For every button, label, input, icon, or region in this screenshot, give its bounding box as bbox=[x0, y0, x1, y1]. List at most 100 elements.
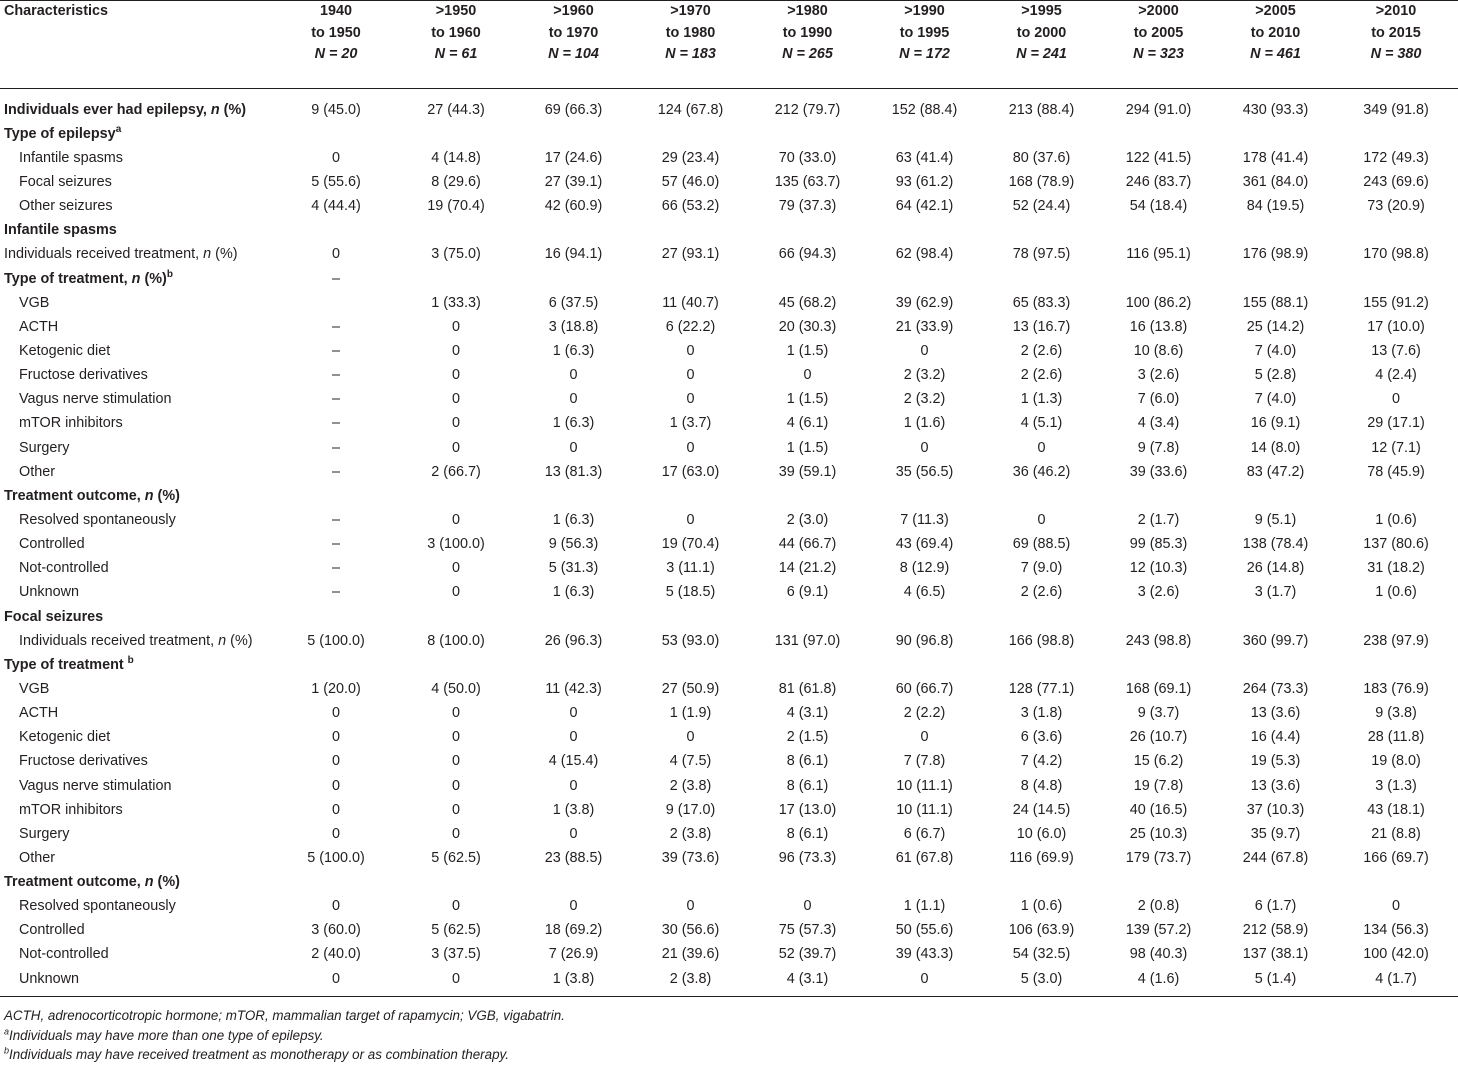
table-cell: 0 bbox=[1037, 511, 1046, 528]
table-cell: 83 (47.2) bbox=[1246, 463, 1305, 480]
row-label: Treatment outcome, n (%) bbox=[0, 870, 275, 894]
table-cell: 4 (15.4) bbox=[548, 753, 599, 770]
table-cell: 0 bbox=[686, 439, 695, 456]
table-cell bbox=[983, 604, 1100, 628]
table-row: Other – 2 (66.7) 13 (81.3) 17 (63.0) 39 (59.1… bbox=[0, 460, 1458, 484]
row-label-text: Type of treatment bbox=[4, 656, 128, 673]
table-cell: – bbox=[331, 415, 340, 432]
section-header-row: Type of treatment b bbox=[0, 653, 1458, 677]
table-cell: 0 bbox=[451, 825, 460, 842]
footnotes: ACTH, adrenocorticotropic hormone; mTOR,… bbox=[4, 1006, 565, 1065]
table-cell bbox=[866, 122, 983, 146]
table-cell: 98 (40.3) bbox=[1129, 946, 1188, 963]
table-cell: 19 (8.0) bbox=[1371, 753, 1421, 770]
table-cell: 7 (7.8) bbox=[903, 753, 946, 770]
table-cell: 16 (4.4) bbox=[1250, 729, 1301, 746]
table-row: Ketogenic diet – 0 1 (6.3) 0 1 (1.5) 0 2 (2.6) 1… bbox=[0, 339, 1458, 363]
table-cell: 84 (19.5) bbox=[1246, 198, 1305, 215]
table-cell: 0 bbox=[803, 898, 812, 915]
column-range-end: to 2015 bbox=[1371, 24, 1421, 41]
table-cell: 2 (2.6) bbox=[1020, 342, 1063, 359]
table-cell: 137 (80.6) bbox=[1363, 536, 1429, 553]
table-cell: 3 (100.0) bbox=[427, 536, 485, 553]
table-cell: 122 (41.5) bbox=[1125, 149, 1192, 166]
table-cell: 3 (75.0) bbox=[431, 246, 481, 263]
table-cell: 134 (56.3) bbox=[1363, 922, 1429, 939]
table-cell: 9 (5.1) bbox=[1254, 511, 1297, 528]
table-cell: 81 (61.8) bbox=[778, 680, 837, 697]
table-cell: 2 (2.6) bbox=[1020, 367, 1063, 384]
table-cell: 0 bbox=[451, 898, 460, 915]
table-row: Fructose derivatives 0 0 4 (15.4) 4 (7.5) 8 (… bbox=[0, 749, 1458, 773]
table-cell bbox=[749, 218, 866, 242]
row-label-text: Controlled bbox=[19, 536, 85, 553]
column-sample-size: N = 265 bbox=[782, 46, 833, 62]
table-cell: 8 (12.9) bbox=[899, 560, 950, 577]
table-row: Individuals received treatment, n (%) 0 3 … bbox=[0, 242, 1458, 266]
row-label-text: Surgery bbox=[19, 439, 70, 456]
column-sample-size: N = 241 bbox=[1016, 46, 1067, 62]
table-cell: 66 (94.3) bbox=[778, 246, 837, 263]
column-range-start: >2005 bbox=[1255, 3, 1296, 19]
table-cell bbox=[275, 870, 397, 894]
footnote-a-text: Individuals may have more than one type … bbox=[9, 1027, 324, 1043]
row-label-text: Vagus nerve stimulation bbox=[19, 777, 172, 794]
table-cell: 2 (3.8) bbox=[669, 970, 712, 987]
table-cell: 0 bbox=[451, 584, 460, 601]
table-row: Individuals received treatment, n (%) 5 (… bbox=[0, 629, 1458, 653]
table-cell: 2 (1.5) bbox=[786, 729, 829, 746]
table-cell: 57 (46.0) bbox=[661, 173, 720, 190]
table-cell: 9 (45.0) bbox=[311, 101, 361, 118]
section-header-row: Treatment outcome, n (%) bbox=[0, 870, 1458, 894]
table-cell: 6 (1.7) bbox=[1254, 898, 1297, 915]
table-cell: – bbox=[331, 463, 340, 480]
table-cell bbox=[1217, 266, 1334, 290]
row-label-text: Individuals received treatment, n (%) bbox=[19, 632, 253, 649]
column-range-start: >2000 bbox=[1138, 3, 1179, 19]
table-cell: 0 bbox=[331, 705, 340, 722]
table-cell: 0 bbox=[569, 705, 578, 722]
row-label: Individuals received treatment, n (%) bbox=[0, 242, 275, 266]
table-cell: 0 bbox=[451, 511, 460, 528]
table-cell: 0 bbox=[451, 753, 460, 770]
table-cell: 9 (17.0) bbox=[665, 801, 716, 818]
table-cell: 39 (43.3) bbox=[895, 946, 954, 963]
table-cell: 11 (40.7) bbox=[662, 294, 719, 311]
table-cell: 60 (66.7) bbox=[895, 680, 954, 697]
table-cell: 4 (50.0) bbox=[431, 680, 481, 697]
table-cell: 78 (97.5) bbox=[1012, 246, 1071, 263]
row-label-text: ACTH bbox=[19, 318, 59, 335]
table-cell: 28 (11.8) bbox=[1367, 729, 1425, 746]
row-label-text: Surgery bbox=[19, 825, 70, 842]
row-label: Ketogenic diet bbox=[0, 725, 275, 749]
table-cell bbox=[983, 266, 1100, 290]
table-cell: 10 (11.1) bbox=[896, 801, 953, 818]
table-cell: 54 (32.5) bbox=[1012, 946, 1071, 963]
table-cell: 69 (66.3) bbox=[544, 101, 603, 118]
table-cell: 8 (29.6) bbox=[431, 173, 481, 190]
table-cell bbox=[632, 266, 749, 290]
table-cell: 3 (1.3) bbox=[1375, 777, 1417, 794]
row-label-text: Individuals ever had epilepsy, n (%) bbox=[4, 101, 247, 118]
table-cell: – bbox=[331, 270, 340, 287]
table-cell: 0 bbox=[686, 729, 695, 746]
table-cell: 1 (1.5) bbox=[786, 439, 829, 456]
table-cell: 21 (8.8) bbox=[1371, 825, 1421, 842]
row-label: Not-controlled bbox=[0, 556, 275, 580]
table-cell: 2 (2.2) bbox=[903, 705, 946, 722]
footnote-a-mark: a bbox=[4, 1026, 10, 1037]
table-cell: 100 (42.0) bbox=[1363, 946, 1429, 963]
column-header: >2005 to 2010 N = 461 bbox=[1217, 0, 1334, 89]
table-cell: 15 (6.2) bbox=[1133, 753, 1184, 770]
row-label-text: Vagus nerve stimulation bbox=[19, 391, 172, 408]
column-sample-size: N = 20 bbox=[314, 46, 358, 62]
table-cell bbox=[275, 122, 397, 146]
table-cell bbox=[983, 218, 1100, 242]
table-cell: 12 (10.3) bbox=[1129, 560, 1188, 577]
table-row: Fructose derivatives – 0 0 0 0 2 (3.2) 2 (2.6) 3… bbox=[0, 363, 1458, 387]
table-cell: 238 (97.9) bbox=[1363, 632, 1429, 649]
table-cell bbox=[983, 870, 1100, 894]
column-range-start: >1960 bbox=[553, 3, 594, 19]
table-cell: 5 (62.5) bbox=[431, 849, 481, 866]
